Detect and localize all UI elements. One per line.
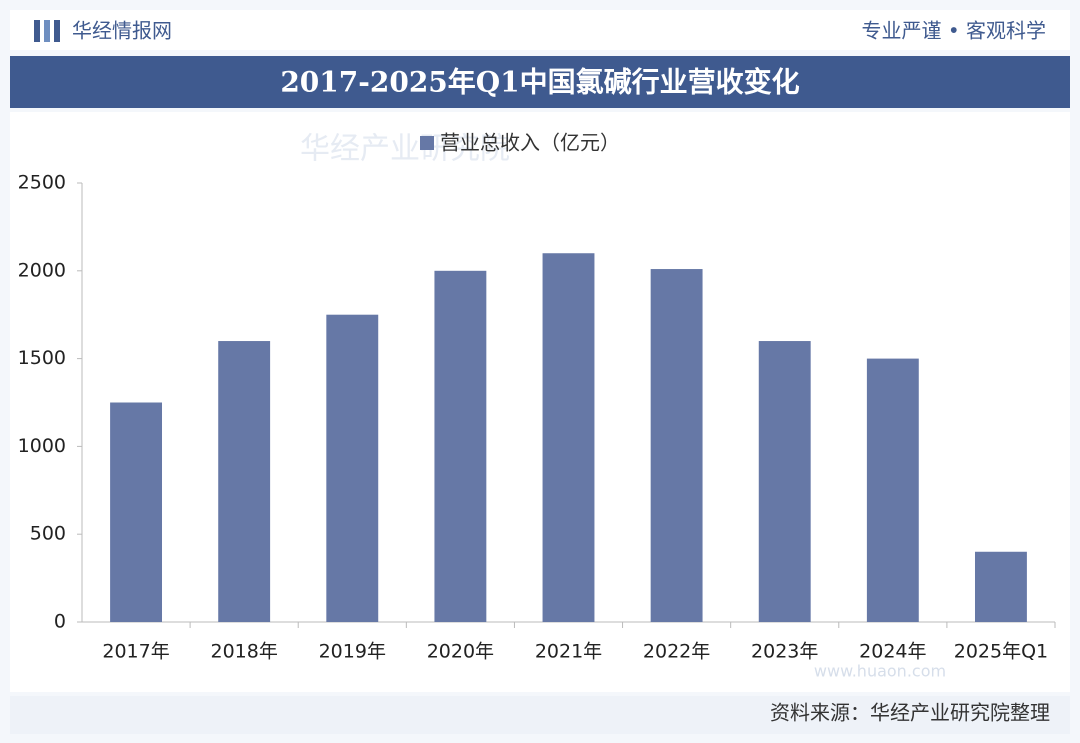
x-tick-label: 2021年 <box>535 641 602 663</box>
y-tick-label: 1000 <box>18 435 66 457</box>
bar <box>650 269 703 622</box>
x-tick-label: 2025年Q1 <box>954 641 1048 663</box>
legend-swatch <box>420 136 434 150</box>
y-tick-label: 2500 <box>18 172 66 194</box>
bar <box>110 402 163 622</box>
x-tick-label: 2018年 <box>210 641 277 663</box>
bar <box>542 253 595 623</box>
x-tick-label: 2020年 <box>427 641 494 663</box>
y-tick-label: 2000 <box>18 259 66 281</box>
bar <box>218 341 271 622</box>
bar <box>974 551 1027 622</box>
watermark: 华经产业研究院 <box>300 132 510 167</box>
source: 资料来源：华经产业研究院整理 <box>770 701 1050 725</box>
footer-bar <box>10 696 1070 734</box>
legend-label: 营业总收入（亿元） <box>440 131 620 155</box>
header-bar <box>10 10 1070 50</box>
bar <box>434 270 487 622</box>
logo-mark <box>54 20 60 42</box>
y-tick-label: 1500 <box>18 347 66 369</box>
x-tick-label: 2019年 <box>319 641 386 663</box>
x-tick-label: 2024年 <box>859 641 926 663</box>
x-tick-label: 2022年 <box>643 641 710 663</box>
slogan: 专业严谨 • 客观科学 <box>861 19 1046 43</box>
logo-mark <box>34 20 40 42</box>
watermark: www.huaon.com <box>814 662 946 681</box>
chart-title: 2017-2025年Q1中国氯碱行业营收变化 <box>280 66 799 99</box>
x-tick-label: 2023年 <box>751 641 818 663</box>
bar <box>758 341 811 622</box>
bar <box>326 314 379 622</box>
bar <box>866 358 919 622</box>
y-tick-label: 500 <box>30 523 66 545</box>
y-tick-label: 0 <box>54 611 66 633</box>
title-bar <box>10 56 1070 108</box>
logo-mark <box>44 20 50 42</box>
x-tick-label: 2017年 <box>102 641 169 663</box>
brand: 华经情报网 <box>72 19 172 43</box>
